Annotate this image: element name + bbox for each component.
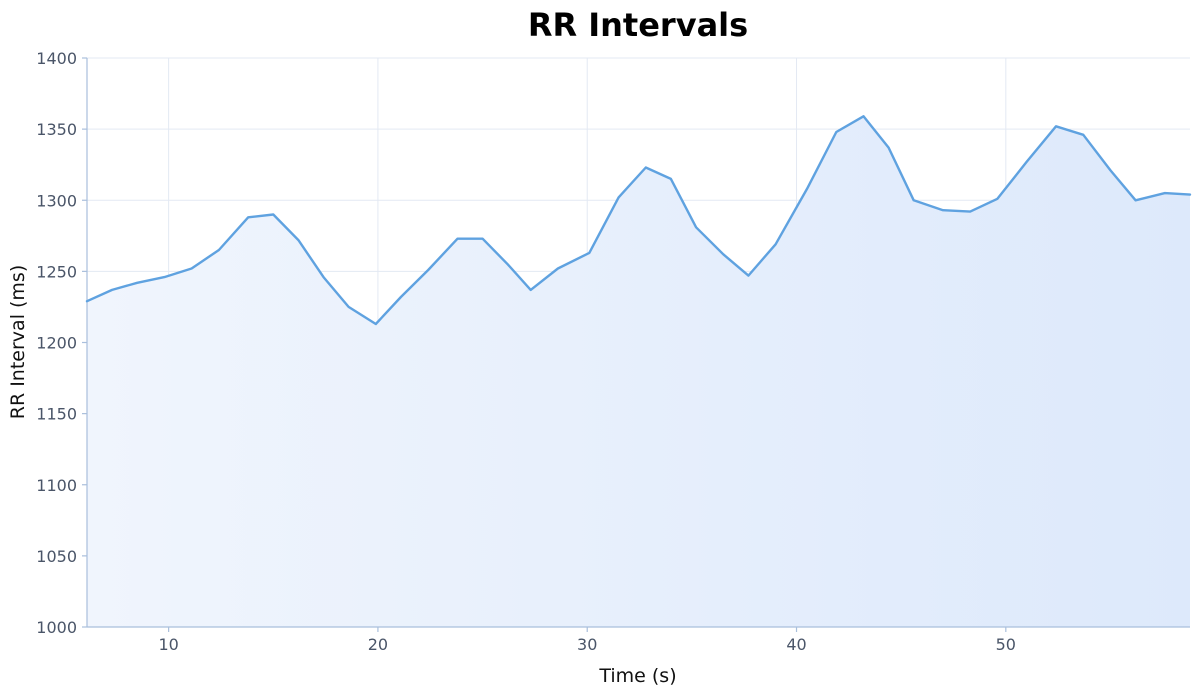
- data-point: [375, 323, 377, 325]
- y-tick-label: 1300: [36, 191, 77, 210]
- data-point: [942, 209, 944, 211]
- y-tick-label: 1150: [36, 405, 77, 424]
- data-point: [913, 199, 915, 201]
- data-point: [835, 131, 837, 133]
- data-point: [1082, 134, 1084, 136]
- x-tick-label: 20: [368, 635, 388, 654]
- y-tick-label: 1050: [36, 547, 77, 566]
- data-point: [481, 238, 483, 240]
- data-point: [272, 213, 274, 215]
- data-point: [645, 166, 647, 168]
- x-tick-label: 30: [577, 635, 597, 654]
- x-tick-label: 50: [996, 635, 1016, 654]
- x-axis-label: Time (s): [598, 665, 676, 687]
- y-tick-label: 1100: [36, 476, 77, 495]
- data-point: [588, 252, 590, 254]
- data-point: [996, 198, 998, 200]
- y-tick-label: 1000: [36, 618, 77, 637]
- data-point: [400, 296, 402, 298]
- area-fill: [87, 116, 1190, 628]
- data-point: [163, 276, 165, 278]
- rr-series-line: [85, 115, 1192, 326]
- data-point: [722, 253, 724, 255]
- data-point: [1134, 199, 1136, 201]
- data-point: [86, 300, 88, 302]
- x-tick-label: 10: [158, 635, 178, 654]
- y-tick-label: 1350: [36, 120, 77, 139]
- y-tick-label: 1200: [36, 334, 77, 353]
- data-point: [347, 306, 349, 308]
- chart-title: RR Intervals: [528, 6, 748, 44]
- data-point: [247, 216, 249, 218]
- data-point: [1164, 192, 1166, 194]
- data-point: [1055, 125, 1057, 127]
- data-point: [530, 289, 532, 291]
- data-point: [297, 239, 299, 241]
- y-tick-label: 1400: [36, 49, 77, 68]
- data-point: [1189, 193, 1191, 195]
- data-point: [670, 178, 672, 180]
- data-point: [507, 263, 509, 265]
- data-point: [190, 267, 192, 269]
- data-point: [1109, 169, 1111, 171]
- data-point: [218, 249, 220, 251]
- data-point: [747, 274, 749, 276]
- data-point: [111, 289, 113, 291]
- data-point: [617, 196, 619, 198]
- y-axis-label: RR Interval (ms): [7, 265, 29, 419]
- data-point: [969, 210, 971, 212]
- data-point: [1026, 161, 1028, 163]
- data-point: [456, 238, 458, 240]
- data-point: [774, 243, 776, 245]
- data-point: [557, 267, 559, 269]
- x-tick-label: 40: [786, 635, 806, 654]
- data-point: [427, 269, 429, 271]
- data-point: [136, 282, 138, 284]
- data-point: [806, 188, 808, 190]
- data-point: [695, 226, 697, 228]
- y-tick-label: 1250: [36, 262, 77, 281]
- data-point: [862, 115, 864, 117]
- data-point: [322, 276, 324, 278]
- ticks-layer: 1000 1050 1100 1150 1200 1250 1300 1350 1400 10 20…: [36, 49, 1016, 654]
- data-point: [887, 146, 889, 148]
